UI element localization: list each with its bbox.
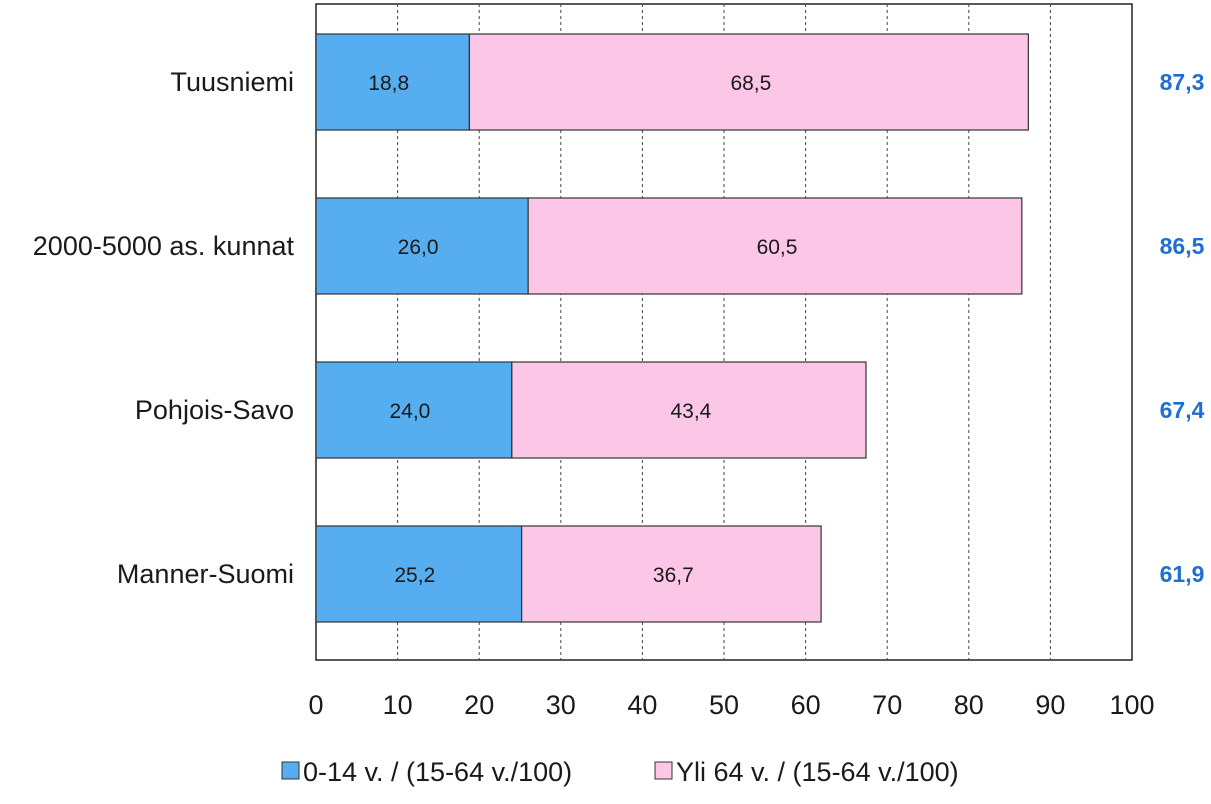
bars: 18,8 68,5 26,0 60,5 24,0 43,4 25,2 36,7 xyxy=(315,33,1029,623)
legend: 0-14 v. / (15-64 v./100) Yli 64 v. / (15… xyxy=(281,757,959,787)
bar-segment xyxy=(527,197,1023,295)
bar-value-label: 18,8 xyxy=(368,72,409,95)
total-value-label: 61,9 xyxy=(1160,561,1205,587)
x-axis-ticks: 0 10 20 30 40 50 60 70 80 90 100 xyxy=(308,690,1154,720)
x-tick-label: 0 xyxy=(308,690,323,720)
total-value-label: 67,4 xyxy=(1160,397,1205,423)
category-label: Manner-Suomi xyxy=(117,559,294,589)
x-tick-label: 30 xyxy=(546,690,576,720)
bar-value-label: 60,5 xyxy=(757,236,798,259)
category-label: Tuusniemi xyxy=(170,67,294,97)
total-value-label: 86,5 xyxy=(1160,233,1205,259)
x-tick-label: 10 xyxy=(383,690,413,720)
bar-segment xyxy=(511,361,867,459)
total-labels: 87,3 86,5 67,4 61,9 xyxy=(1160,69,1205,587)
x-tick-label: 100 xyxy=(1109,690,1154,720)
x-tick-label: 80 xyxy=(954,690,984,720)
legend-label-series-1: 0-14 v. / (15-64 v./100) xyxy=(303,757,572,787)
bar-value-label: 25,2 xyxy=(394,564,435,587)
category-label: 2000-5000 as. kunnat xyxy=(33,231,295,261)
bar-segment xyxy=(468,33,1029,131)
x-tick-label: 90 xyxy=(1035,690,1065,720)
legend-item-series-1: 0-14 v. / (15-64 v./100) xyxy=(281,757,572,787)
x-tick-label: 40 xyxy=(627,690,657,720)
bar-segment xyxy=(521,525,822,623)
bar-value-label: 36,7 xyxy=(653,564,694,587)
legend-label-series-2: Yli 64 v. / (15-64 v./100) xyxy=(676,757,959,787)
bar-segment xyxy=(315,525,523,623)
x-tick-label: 20 xyxy=(464,690,494,720)
category-label: Pohjois-Savo xyxy=(135,395,294,425)
bar-segment xyxy=(315,197,529,295)
legend-swatch-series-2 xyxy=(654,761,673,780)
x-tick-label: 50 xyxy=(709,690,739,720)
bar-value-label: 26,0 xyxy=(398,236,439,259)
bar-value-label: 24,0 xyxy=(389,400,430,423)
x-tick-label: 60 xyxy=(791,690,821,720)
x-tick-label: 70 xyxy=(872,690,902,720)
legend-item-series-2: Yli 64 v. / (15-64 v./100) xyxy=(654,757,959,787)
bar-value-label: 68,5 xyxy=(730,72,771,95)
category-labels: Tuusniemi 2000-5000 as. kunnat Pohjois-Sav… xyxy=(33,67,295,589)
legend-swatch-series-1 xyxy=(281,761,300,780)
total-value-label: 87,3 xyxy=(1160,69,1205,95)
bar-value-label: 43,4 xyxy=(670,400,711,423)
